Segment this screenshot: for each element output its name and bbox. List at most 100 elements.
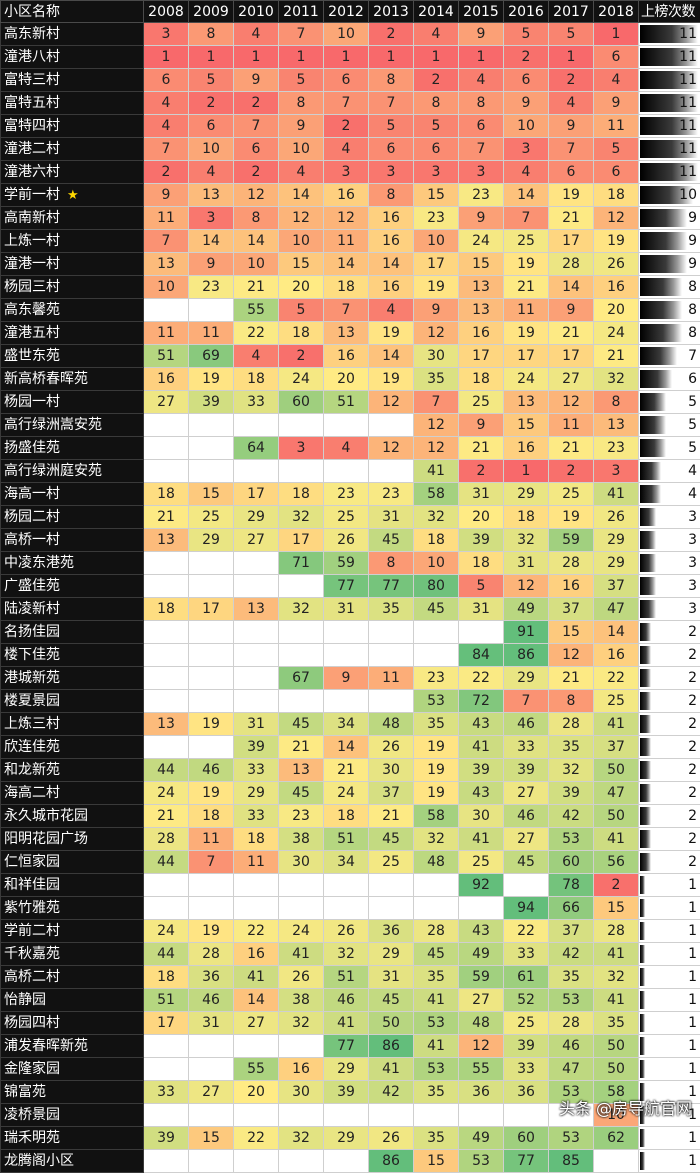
rank-cell: 33 xyxy=(504,736,549,759)
community-name: 和祥佳园 xyxy=(1,874,144,897)
rank-cell-empty xyxy=(144,736,189,759)
rank-cell-empty xyxy=(189,414,234,437)
community-name: 海高二村 xyxy=(1,782,144,805)
rank-cell: 48 xyxy=(369,713,414,736)
count-cell: 1 xyxy=(639,920,700,943)
rank-cell: 37 xyxy=(594,575,639,598)
rank-cell-empty xyxy=(144,552,189,575)
rank-cell: 25 xyxy=(504,230,549,253)
rank-cell: 5 xyxy=(279,299,324,322)
header-year: 2013 xyxy=(369,1,414,23)
rank-cell: 29 xyxy=(594,529,639,552)
rank-cell-empty xyxy=(189,437,234,460)
rank-cell: 19 xyxy=(189,782,234,805)
rank-cell: 5 xyxy=(504,23,549,46)
rank-cell: 59 xyxy=(459,966,504,989)
rank-cell: 6 xyxy=(234,138,279,161)
count-bar xyxy=(640,715,651,733)
count-value: 2 xyxy=(688,739,697,755)
rank-cell-empty xyxy=(234,874,279,897)
rank-cell: 20 xyxy=(594,299,639,322)
rank-cell: 23 xyxy=(414,207,459,230)
count-cell: 2 xyxy=(639,621,700,644)
rank-cell: 7 xyxy=(549,138,594,161)
rank-cell: 86 xyxy=(369,1035,414,1058)
count-cell: 1 xyxy=(639,897,700,920)
rank-cell: 3 xyxy=(144,23,189,46)
count-bar xyxy=(640,531,656,549)
rank-cell-empty xyxy=(414,897,459,920)
rank-cell: 4 xyxy=(504,161,549,184)
rank-cell: 12 xyxy=(234,184,279,207)
rank-cell: 7 xyxy=(414,391,459,414)
community-name: 高东新村 xyxy=(1,23,144,46)
rank-cell: 8 xyxy=(279,92,324,115)
rank-cell-empty xyxy=(234,1035,279,1058)
rank-cell-empty xyxy=(144,667,189,690)
rank-cell-empty xyxy=(189,874,234,897)
rank-cell: 27 xyxy=(234,1012,279,1035)
rank-cell: 18 xyxy=(189,805,234,828)
rank-cell: 18 xyxy=(414,529,459,552)
rank-cell-empty xyxy=(279,644,324,667)
rank-cell: 16 xyxy=(144,368,189,391)
rank-cell: 17 xyxy=(144,1012,189,1035)
count-bar xyxy=(640,393,666,411)
community-name: 潼港八村 xyxy=(1,46,144,69)
rank-cell: 11 xyxy=(144,207,189,230)
count-bar xyxy=(640,922,645,940)
rank-cell-empty xyxy=(144,414,189,437)
header-year: 2016 xyxy=(504,1,549,23)
rank-cell: 24 xyxy=(144,782,189,805)
rank-cell: 25 xyxy=(504,1012,549,1035)
rank-cell: 12 xyxy=(324,207,369,230)
header-year: 2012 xyxy=(324,1,369,23)
community-name: 上炼一村 xyxy=(1,230,144,253)
rank-cell: 18 xyxy=(234,828,279,851)
rank-cell: 18 xyxy=(279,322,324,345)
community-name-label: 潼港一村 xyxy=(4,256,60,272)
rank-cell: 1 xyxy=(594,23,639,46)
rank-cell: 22 xyxy=(594,667,639,690)
rank-cell: 29 xyxy=(234,506,279,529)
count-bar xyxy=(640,439,666,457)
rank-cell: 6 xyxy=(324,69,369,92)
count-cell: 8 xyxy=(639,322,700,345)
count-value: 8 xyxy=(688,279,697,295)
rank-cell: 46 xyxy=(549,1035,594,1058)
rank-cell-empty xyxy=(144,1150,189,1173)
community-name-label: 金隆家园 xyxy=(4,1061,60,1077)
rank-cell: 49 xyxy=(459,943,504,966)
rank-cell: 39 xyxy=(549,782,594,805)
community-name: 和龙新苑 xyxy=(1,759,144,782)
count-bar xyxy=(640,416,666,434)
rank-cell: 28 xyxy=(549,552,594,575)
community-name-label: 学前二村 xyxy=(4,923,60,939)
rank-cell: 43 xyxy=(459,782,504,805)
rank-cell: 28 xyxy=(414,920,459,943)
rank-cell: 13 xyxy=(594,414,639,437)
count-bar xyxy=(640,646,651,664)
count-cell: 1 xyxy=(639,966,700,989)
rank-cell: 7 xyxy=(459,138,504,161)
rank-cell: 32 xyxy=(549,759,594,782)
rank-cell: 31 xyxy=(459,483,504,506)
rank-cell: 6 xyxy=(369,138,414,161)
rank-cell: 77 xyxy=(324,1035,369,1058)
community-name: 龙腾阁小区 xyxy=(1,1150,144,1173)
rank-cell: 41 xyxy=(414,989,459,1012)
rank-cell-empty xyxy=(369,897,414,920)
rank-cell: 41 xyxy=(414,1035,459,1058)
rank-cell: 18 xyxy=(324,276,369,299)
community-name-label: 仁恒家园 xyxy=(4,854,60,870)
count-cell: 1 xyxy=(639,1150,700,1173)
rank-cell: 4 xyxy=(234,345,279,368)
rank-cell: 2 xyxy=(189,92,234,115)
rank-cell: 71 xyxy=(279,552,324,575)
count-bar xyxy=(640,876,645,894)
